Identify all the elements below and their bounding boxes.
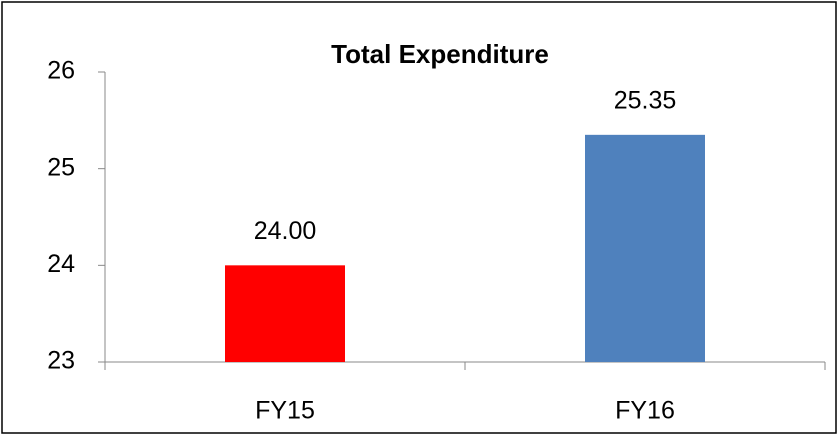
x-tick-label: FY15	[255, 397, 315, 425]
y-tick-label: 26	[47, 57, 75, 85]
data-label: 24.00	[254, 217, 317, 245]
y-tick-label: 23	[47, 347, 75, 375]
data-label: 25.35	[614, 86, 677, 114]
x-tick-label: FY16	[615, 397, 675, 425]
bar	[225, 265, 345, 362]
bar	[585, 134, 705, 362]
chart-title: Total Expenditure	[331, 39, 549, 69]
y-tick-label: 25	[47, 153, 75, 181]
y-tick-label: 24	[47, 250, 75, 278]
